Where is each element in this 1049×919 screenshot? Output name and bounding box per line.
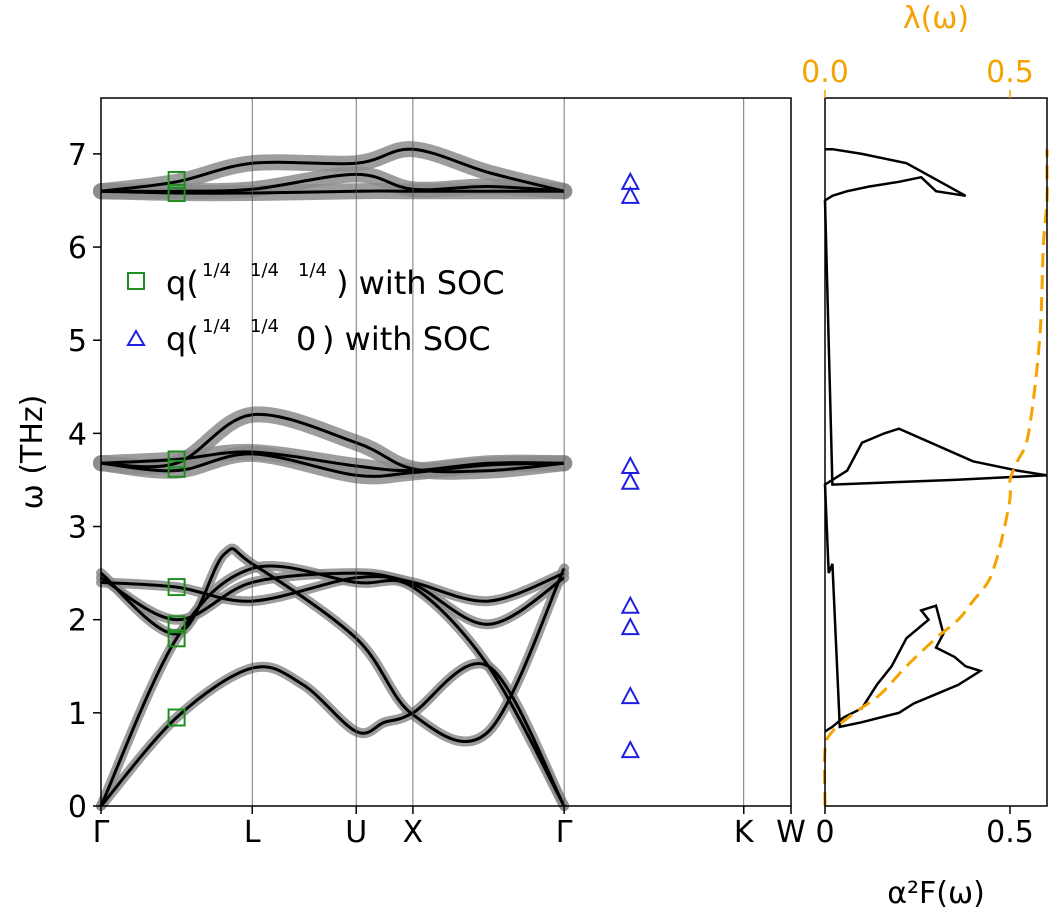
high-symmetry-lines: [251, 98, 745, 806]
dispersion-panel-frame: [100, 97, 792, 807]
eliashberg-curves: [822, 147, 1049, 807]
legend-entry-2-suffix: ) with SOC: [322, 320, 491, 358]
y-tick-label-4: 4: [68, 417, 87, 452]
triangle-marker-6: [620, 185, 640, 204]
square-marker-0: [167, 708, 186, 727]
legend-entry-2-prefix: q(: [166, 320, 199, 358]
legend-entry-2: q( 1/4 1/4 0 ) with SOC: [166, 316, 491, 358]
legend-entry-2-frac-2: 1/4: [250, 316, 279, 337]
legend-triangle-marker: [126, 328, 146, 346]
legend-entry-1: q( 1/4 1/4 1/4 ) with SOC: [166, 260, 505, 302]
y-tick-label-5: 5: [68, 324, 87, 359]
soc-markers-layer: [167, 170, 640, 759]
eliashberg-x-label: α²F(ω): [887, 876, 985, 911]
square-marker-7: [167, 170, 186, 189]
square-marker-5: [167, 450, 186, 469]
band-line-7: [100, 452, 565, 478]
y-tick-label-0: 0: [68, 790, 87, 825]
band-line-10: [100, 189, 565, 195]
square-marker-6: [167, 184, 186, 203]
lambda-tick-label-1: 0.5: [986, 55, 1034, 90]
lambda-tick-label-0: 0.0: [801, 55, 849, 90]
triangle-marker-1: [620, 685, 640, 705]
y-tick-label-2: 2: [68, 604, 87, 639]
legend-entry-2-third: 0: [296, 320, 316, 358]
y-tick-label-1: 1: [68, 697, 87, 732]
legend-entry-1-frac-3: 1/4: [298, 260, 327, 281]
legend-entry-2-frac-1: 1/4: [202, 316, 231, 337]
a2F-curve: [823, 147, 1048, 733]
legend-square-marker: [127, 272, 145, 290]
square-marker-2: [167, 615, 186, 634]
eliashberg-x-ticks: 0 0.5: [815, 806, 1034, 850]
x-tick-label-3: X: [403, 815, 424, 850]
dispersion-y-ticks: 0 1 2 3 4 5 6 7: [68, 138, 101, 825]
lambda-top-label: λ(ω): [903, 1, 969, 36]
dispersion-y-label: ω (THz): [15, 395, 50, 510]
y-tick-label-7: 7: [68, 138, 87, 173]
square-marker-4: [167, 459, 186, 478]
x-tick-label-6: W: [776, 815, 806, 850]
lambda-top-ticks: 0.0 0.5: [801, 55, 1034, 98]
legend-entry-1-frac-2: 1/4: [250, 260, 279, 281]
square-marker-1: [167, 629, 186, 648]
band-line-5: [100, 412, 565, 474]
a2f-tick-label-0: 0: [815, 815, 834, 850]
eliashberg-panel-frame: [824, 97, 1048, 807]
y-tick-label-3: 3: [68, 511, 87, 546]
triangle-marker-5: [620, 455, 640, 474]
legend-entry-1-prefix: q(: [166, 264, 199, 302]
triangle-marker-3: [620, 595, 640, 614]
triangle-marker-4: [620, 471, 640, 490]
legend-entry-1-suffix: ) with SOC: [336, 264, 505, 302]
a2f-tick-label-1: 0.5: [986, 815, 1034, 850]
band-line-6: [100, 450, 565, 473]
y-tick-label-6: 6: [68, 231, 87, 266]
legend-entry-1-frac-1: 1/4: [202, 260, 231, 281]
x-tick-label-4: Γ: [556, 815, 573, 850]
x-tick-label-2: U: [345, 815, 367, 850]
x-tick-label-5: K: [734, 815, 755, 850]
legend: q( 1/4 1/4 1/4 ) with SOC q( 1/4 1/4 0 )…: [126, 260, 505, 358]
triangle-marker-2: [620, 617, 640, 636]
x-tick-label-1: L: [244, 815, 261, 850]
band-line-1: [99, 564, 566, 807]
square-marker-3: [167, 578, 186, 597]
triangle-marker-0: [620, 739, 640, 759]
triangle-marker-7: [620, 171, 640, 190]
band-line-3: [100, 571, 565, 622]
x-tick-label-0: Γ: [93, 815, 110, 850]
lambda-curve: [822, 149, 1049, 807]
